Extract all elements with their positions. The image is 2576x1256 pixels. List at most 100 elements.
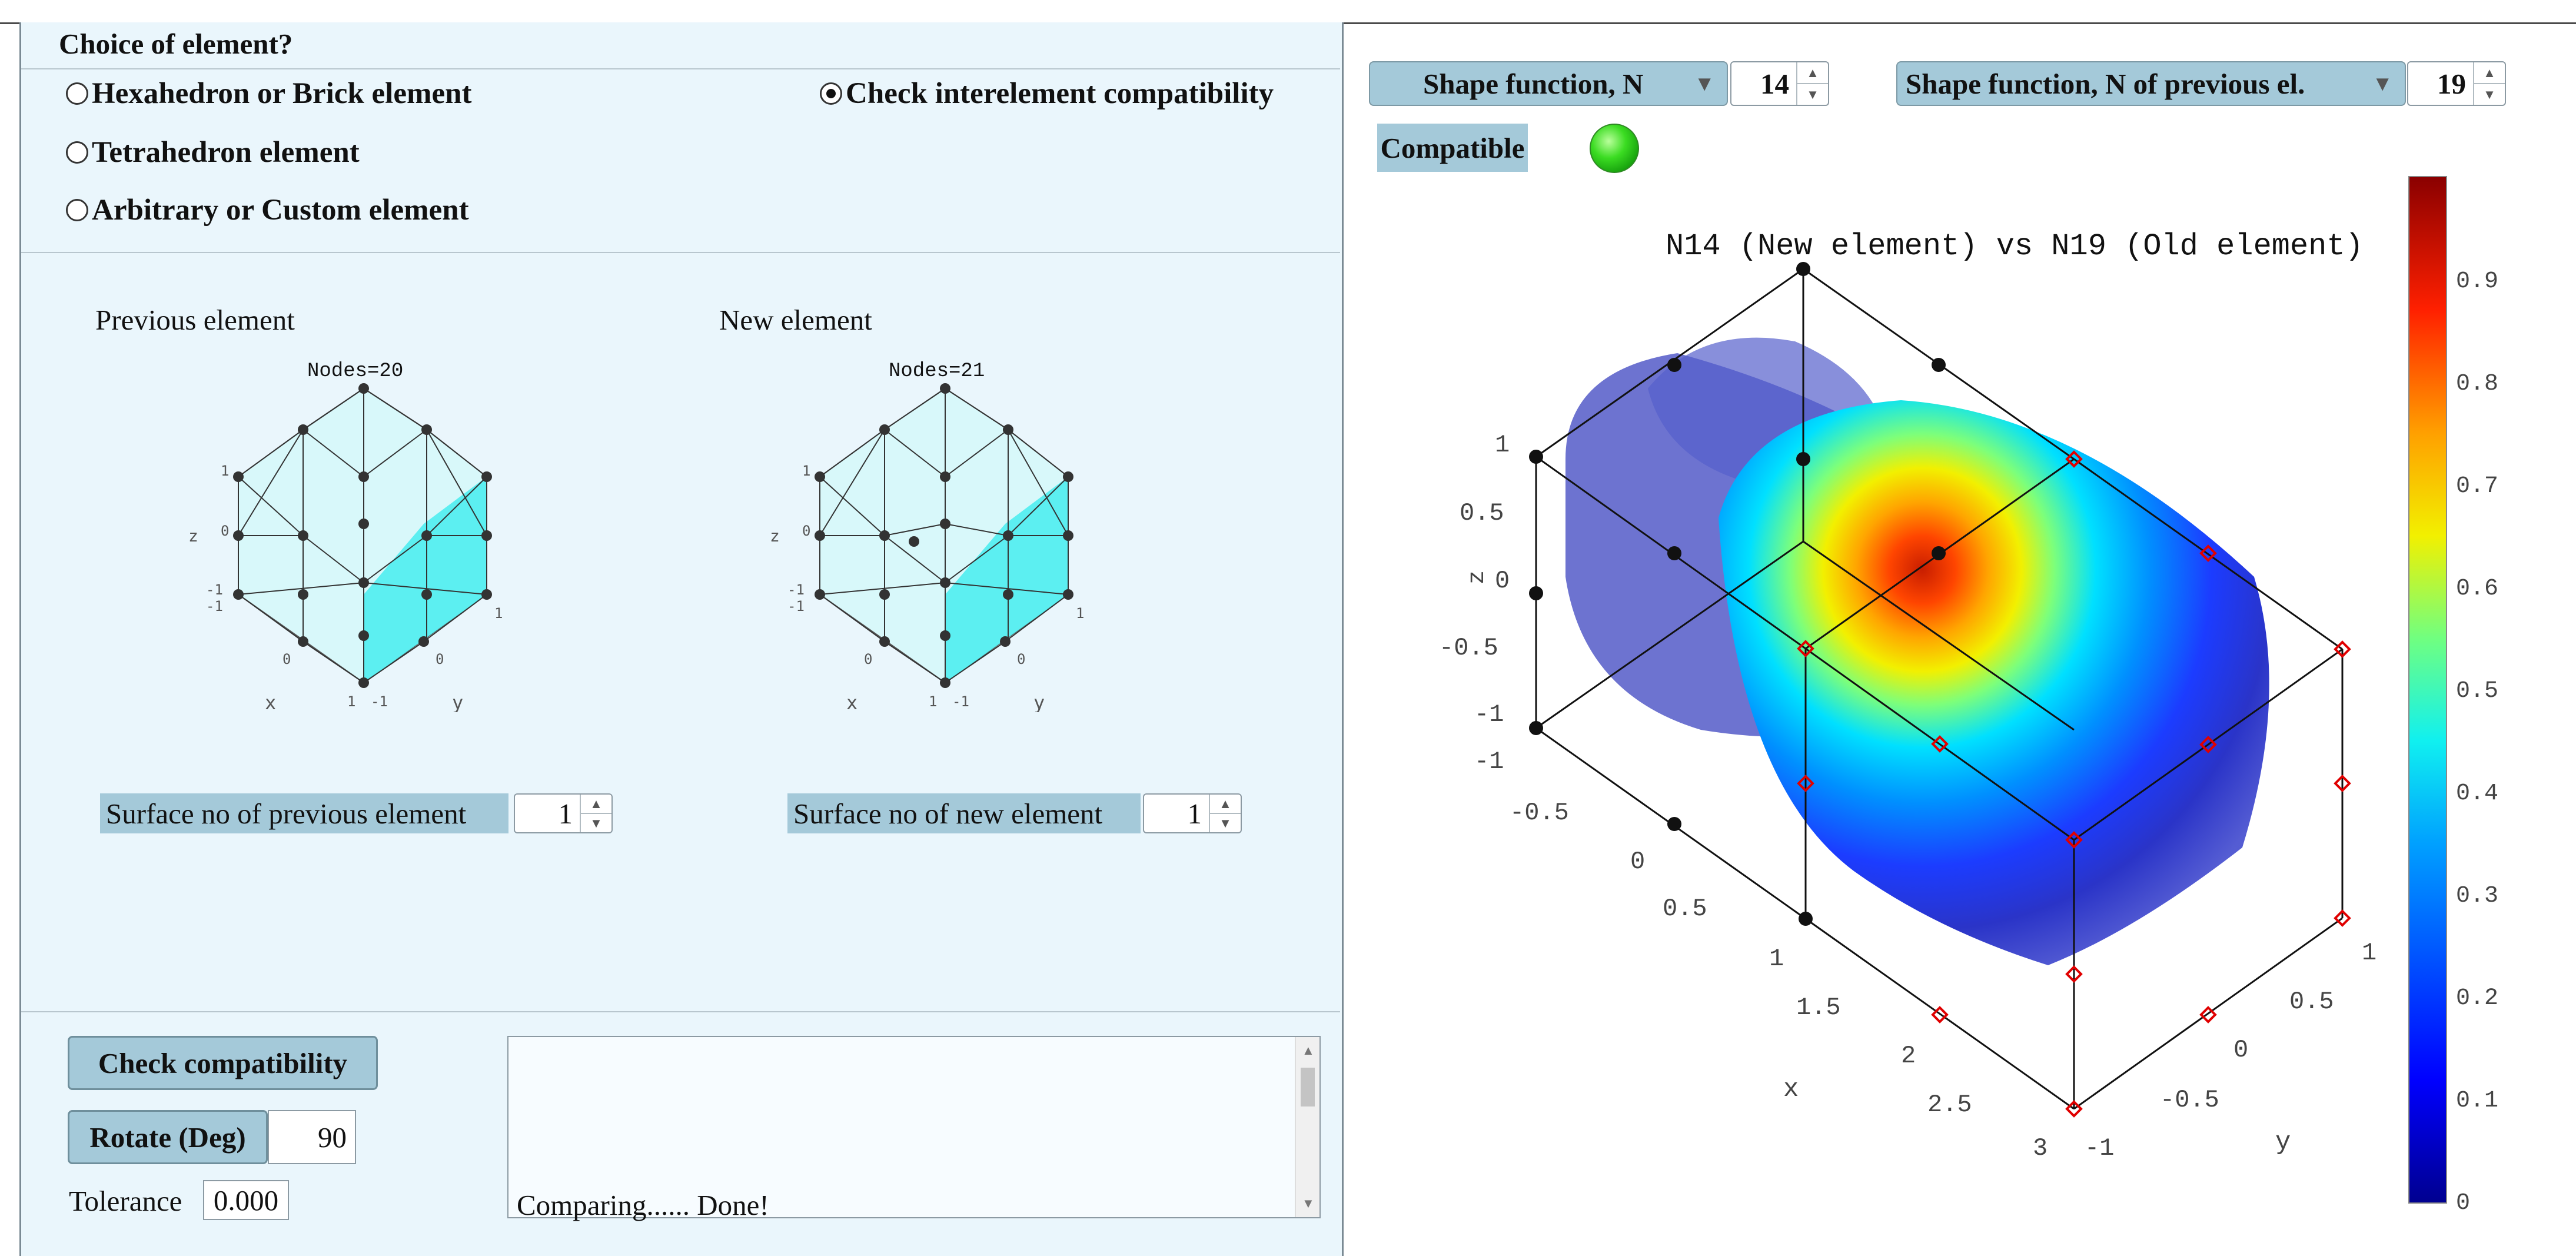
radio-tetrahedron[interactable]: Tetrahedron element: [66, 135, 360, 170]
dropdown-label: Shape function, N of previous el.: [1906, 67, 2305, 100]
stepper-up-icon[interactable]: ▲: [1219, 796, 1232, 811]
log-scrollbar[interactable]: ▲ ▼: [1295, 1037, 1319, 1217]
y-tick: 0: [2233, 1036, 2248, 1064]
svg-text:0: 0: [221, 523, 229, 539]
compatible-label: Compatible: [1377, 124, 1528, 172]
svg-text:z: z: [188, 526, 198, 546]
x-tick: 0: [1630, 848, 1645, 876]
z-tick: -1: [1474, 700, 1504, 729]
previous-shape-function-dropdown[interactable]: Shape function, N of previous el. ▼: [1896, 61, 2406, 106]
x-tick: -1: [1474, 747, 1504, 776]
z-tick: 1: [1495, 431, 1510, 459]
svg-text:0: 0: [436, 651, 444, 667]
dropdown-label: Shape function, N: [1423, 67, 1644, 100]
shape-function-dropdown[interactable]: Shape function, N ▼: [1369, 61, 1728, 106]
new-element-title: New element: [719, 304, 872, 336]
svg-text:0.5: 0.5: [2456, 678, 2498, 705]
stepper-value[interactable]: 1: [1187, 797, 1202, 830]
x-tick: 2.5: [1927, 1091, 1972, 1119]
z-tick: 0: [1495, 567, 1510, 595]
svg-text:0: 0: [864, 651, 872, 667]
previous-element-title: Previous element: [95, 304, 295, 336]
svg-text:1: 1: [347, 693, 355, 710]
chevron-down-icon: ▼: [1694, 72, 1715, 95]
tolerance-label: Tolerance: [69, 1185, 182, 1217]
header-separator: [21, 68, 1340, 69]
scroll-down-icon[interactable]: ▼: [1302, 1196, 1315, 1211]
shape-function-3d-plot[interactable]: N14 (New element) vs N19 (Old element): [1371, 165, 2576, 1256]
y-tick: -1: [2085, 1134, 2114, 1162]
svg-text:x: x: [846, 692, 857, 712]
svg-text:0.6: 0.6: [2456, 576, 2498, 602]
tolerance-input[interactable]: 0.000: [203, 1180, 289, 1220]
radio-circle-selected[interactable]: [820, 82, 842, 105]
stepper-value[interactable]: 19: [2437, 67, 2466, 100]
rotate-degrees-input[interactable]: 90: [268, 1110, 356, 1164]
svg-text:0.4: 0.4: [2456, 780, 2498, 807]
y-tick: -0.5: [2160, 1086, 2219, 1114]
svg-text:0: 0: [1017, 651, 1025, 667]
svg-text:1: 1: [929, 693, 937, 710]
stepper-down-icon[interactable]: ▼: [1797, 83, 1828, 105]
node-markers-red: [1797, 450, 2351, 1118]
svg-text:1: 1: [221, 463, 229, 479]
log-textarea[interactable]: ▲ ▼ Comparing...... Done!: [507, 1036, 1321, 1221]
scroll-up-icon[interactable]: ▲: [1302, 1043, 1315, 1058]
rotate-button[interactable]: Rotate (Deg): [68, 1110, 268, 1164]
x-tick: -0.5: [1510, 799, 1569, 827]
svg-text:0.3: 0.3: [2456, 883, 2498, 909]
radio-circle[interactable]: [66, 82, 88, 105]
controls-separator: [21, 1011, 1340, 1012]
svg-text:-1: -1: [371, 693, 388, 710]
svg-text:y: y: [1033, 692, 1045, 712]
x-tick: 1.5: [1796, 993, 1841, 1022]
check-compatibility-button[interactable]: Check compatibility: [68, 1036, 378, 1090]
stepper-value[interactable]: 1: [558, 797, 573, 830]
stepper-down-icon[interactable]: ▼: [2474, 83, 2505, 105]
svg-text:x: x: [265, 692, 276, 712]
stepper-down-icon[interactable]: ▼: [581, 813, 611, 832]
compatible-status-led-icon: [1590, 124, 1639, 173]
z-tick: -0.5: [1439, 634, 1498, 662]
new-surface-stepper[interactable]: 1 ▲ ▼: [1143, 793, 1242, 833]
svg-text:0: 0: [802, 523, 810, 539]
svg-text:1: 1: [1076, 605, 1084, 622]
scrollbar-thumb[interactable]: [1301, 1068, 1315, 1107]
svg-text:-1: -1: [787, 582, 805, 598]
chevron-down-icon: ▼: [2372, 72, 2393, 95]
svg-text:0.7: 0.7: [2456, 473, 2498, 500]
new-nodes-label: Nodes=21: [889, 360, 985, 383]
svg-text:0.2: 0.2: [2456, 985, 2498, 1012]
x-tick: 1: [1769, 945, 1784, 973]
stepper-value[interactable]: 14: [1760, 67, 1789, 100]
svg-text:0: 0: [282, 651, 291, 667]
previous-element-3d-plot[interactable]: 1 0 -1 -1 0 1 -1 0 1 x y z: [171, 383, 536, 712]
radio-check-compatibility[interactable]: Check interelement compatibility: [820, 77, 1274, 111]
svg-text:0: 0: [2456, 1190, 2470, 1217]
previous-surface-stepper[interactable]: 1 ▲ ▼: [514, 793, 613, 833]
previous-shape-function-stepper[interactable]: 19 ▲ ▼: [2407, 61, 2506, 106]
radio-circle[interactable]: [66, 141, 88, 164]
svg-text:-1: -1: [206, 598, 223, 614]
y-tick: 0.5: [2289, 988, 2334, 1016]
stepper-down-icon[interactable]: ▼: [1210, 813, 1241, 832]
svg-text:0.9: 0.9: [2456, 268, 2498, 295]
previous-nodes-label: Nodes=20: [307, 360, 404, 383]
log-text: Comparing...... Done!: [517, 1189, 769, 1221]
svg-text:z: z: [770, 526, 780, 546]
radio-label: Tetrahedron element: [92, 136, 360, 169]
radio-arbitrary[interactable]: Arbitrary or Custom element: [66, 193, 469, 227]
radio-circle[interactable]: [66, 199, 88, 221]
svg-text:y: y: [452, 692, 463, 712]
plot-title: N14 (New element) vs N19 (Old element): [1666, 229, 2364, 264]
new-element-3d-plot[interactable]: 1 0 -1 -1 0 1 -1 0 1 x y z: [752, 383, 1117, 712]
svg-text:0.8: 0.8: [2456, 371, 2498, 397]
radio-hexahedron[interactable]: Hexahedron or Brick element: [66, 77, 471, 111]
x-tick: 3: [2033, 1134, 2047, 1162]
z-tick: 0.5: [1460, 499, 1504, 527]
shape-function-stepper[interactable]: 14 ▲ ▼: [1730, 61, 1829, 106]
stepper-up-icon[interactable]: ▲: [1806, 65, 1819, 80]
stepper-up-icon[interactable]: ▲: [590, 796, 603, 811]
stepper-up-icon[interactable]: ▲: [2483, 65, 2496, 80]
x-tick: 0.5: [1663, 895, 1707, 923]
